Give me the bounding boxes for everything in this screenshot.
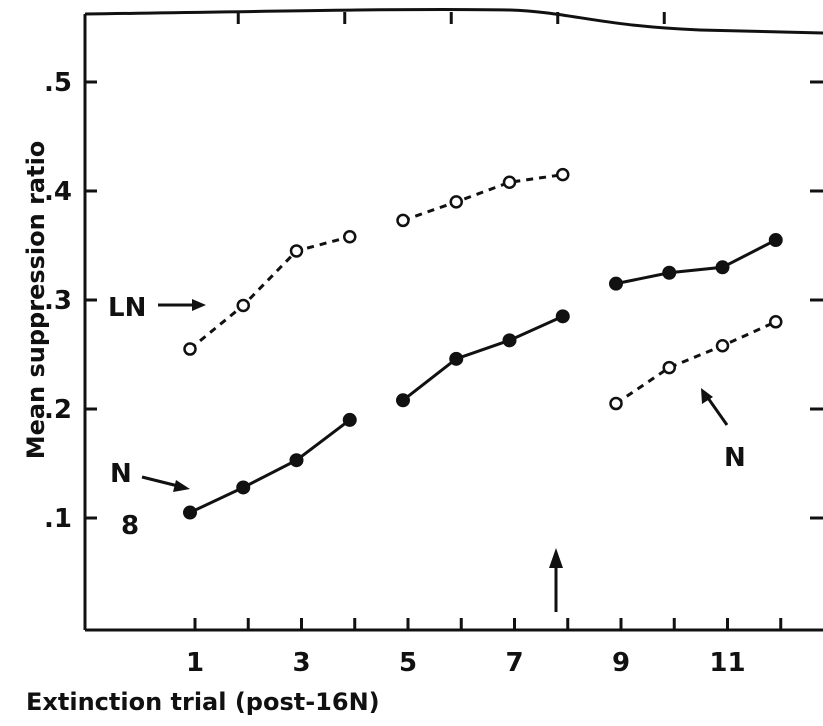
n-right-arrow [701,388,729,426]
x-tick-label: 5 [399,648,417,678]
data-point [342,412,357,427]
data-point [449,195,463,209]
plot-frame [83,7,823,632]
data-point [715,339,730,353]
series-layer [183,167,783,520]
series-line [402,173,563,222]
x-tick-label: 9 [612,648,630,678]
group-size-label: 8 [121,511,139,541]
n-label-left: N [110,459,132,489]
data-point [449,351,464,366]
y-axis-title: Mean suppression ratio [22,141,50,460]
top-border-line [84,7,823,35]
data-point [768,233,783,248]
n-left-arrow [141,475,190,492]
data-point [396,213,410,228]
x-tick-label: 1 [186,648,204,678]
x-axis-title: Extinction trial (post-16N) [26,688,380,716]
data-point [556,167,570,182]
data-point [289,453,304,468]
y-tick-label: .4 [44,177,72,207]
y-tick-label: .1 [44,504,72,534]
y-tick-label: .2 [44,395,72,425]
data-point [183,342,197,356]
series-line [189,235,351,351]
data-point [502,175,517,190]
data-point [609,396,623,411]
x-tick-label: 7 [505,648,523,678]
data-point [183,505,197,520]
data-point [555,309,570,324]
y-tick-label: .5 [44,68,72,98]
series-2-n [609,315,783,411]
data-point [343,230,357,244]
series-line [615,320,777,405]
n-label-right: N [724,443,746,473]
tick-labels: .1 .2 .3 .4 .5 1 3 5 7 9 11 [44,68,746,678]
axis-ticks [85,12,823,630]
y-tick-label: .3 [44,286,72,316]
vertical-arrow [549,548,563,612]
data-point [236,480,251,495]
data-point [662,360,676,375]
data-point [396,393,410,408]
data-point [769,315,783,329]
ln-label: LN [108,293,146,323]
x-tick-label: 3 [292,648,310,678]
series-line [189,418,351,514]
data-point [289,244,304,258]
data-point [662,265,677,280]
x-tick-label: 11 [709,648,745,678]
data-point [236,298,250,313]
data-point [502,333,517,348]
ln-arrow [158,299,206,311]
data-point [609,276,623,291]
series-1-n [183,233,783,520]
series-line [402,314,564,402]
data-point [715,260,730,275]
series-line [615,238,777,286]
series-0-ln [183,167,570,356]
